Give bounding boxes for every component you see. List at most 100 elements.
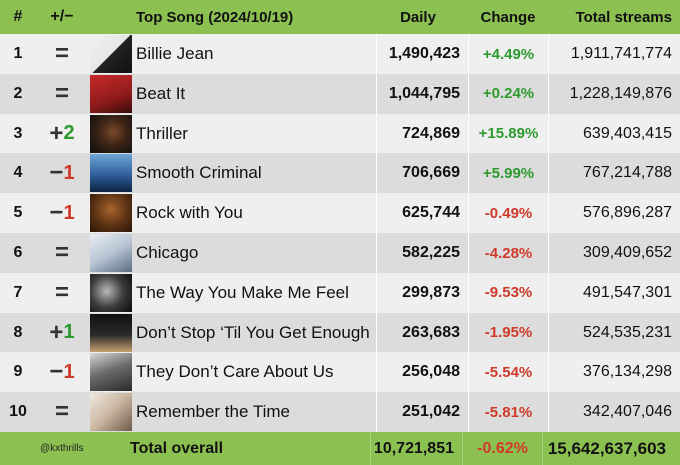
table-row[interactable]: 6 = Chicago 582,225 -4.28% 309,409,652 [0,233,680,273]
change-percent: -5.81% [468,392,548,433]
header-movement: +/− [50,8,74,25]
movement-cell: +2 [36,119,88,147]
table-row[interactable]: 9 −1 They Don’t Care About Us 256,048 -5.54%… [0,352,680,393]
table-row[interactable]: 8 +1 Don’t Stop ‘Til You Get Enough 263,683… [0,312,680,353]
billie-jean-cover [90,35,132,73]
movement-cell: −1 [36,201,88,225]
table-row[interactable]: 7 = The Way You Make Me Feel 299,873 -9.53% 4… [0,272,680,313]
table-row[interactable]: 1 = Billie Jean 1,490,423 +4.49% 1,911,741,77… [0,34,680,74]
equal-icon: = [54,40,69,67]
song-title: Billie Jean [136,44,214,63]
footer-change: -0.62% [462,432,542,465]
album-art-fill [90,234,132,272]
change-percent: +15.89% [468,113,548,154]
movement-amount: 1 [63,201,75,224]
total-streams: 342,407,046 [548,392,678,433]
daily-streams: 724,869 [376,113,468,154]
song-title: Smooth Criminal [136,163,262,183]
smooth-criminal-cover [90,154,132,193]
table-footer: @kxthrills Total overall 10,721,851 -0.6… [0,432,680,465]
movement-amount: 1 [63,161,75,184]
plus-icon: + [49,119,64,147]
album-art-fill [90,194,132,233]
song-title: Beat It [136,83,186,103]
rank-cell: 8 [13,323,23,341]
total-streams: 576,896,287 [548,193,678,234]
change-percent: -0.49% [468,193,548,234]
total-streams: 376,134,298 [548,352,678,393]
album-art-fill [90,74,132,113]
change-percent: +0.24% [468,73,548,114]
daily-streams: 1,490,423 [376,34,468,74]
table-row[interactable]: 5 −1 Rock with You 625,744 -0.49% 576,896,287 [0,193,680,234]
daily-streams: 706,669 [376,153,468,194]
movement-cell: = [36,280,88,305]
song-title: Rock with You [136,203,243,223]
total-streams: 1,228,149,876 [548,73,678,114]
footer-total: 15,642,637,603 [542,432,672,465]
table-row[interactable]: 4 −1 Smooth Criminal 706,669 +5.99% 767,214,7… [0,153,680,194]
equal-icon: = [54,398,69,426]
change-percent: -1.95% [468,312,548,353]
movement-amount: 1 [63,360,75,383]
song-title: Chicago [136,243,199,262]
movement-cell: = [36,241,88,265]
equal-icon: = [54,239,69,266]
movement-cell: −1 [36,161,88,185]
footer-daily: 10,721,851 [370,432,462,465]
plus-icon: + [49,318,64,346]
total-streams: 309,409,652 [548,233,678,273]
movement-cell: = [36,400,88,424]
table-row[interactable]: 2 = Beat It 1,044,795 +0.24% 1,228,149,876 [0,73,680,114]
rank-cell: 1 [13,45,23,62]
chicago-cover [90,234,132,272]
album-art-fill [90,313,132,352]
header-daily: Daily [400,8,436,26]
table-row[interactable]: 3 +2 Thriller 724,869 +15.89% 639,403,415 [0,113,680,154]
dont-stop-cover [90,313,132,352]
total-streams: 491,547,301 [548,272,678,313]
album-art-fill [90,393,132,432]
minus-icon: − [49,199,64,227]
rank-cell: 6 [13,244,23,261]
album-art-fill [90,353,132,392]
remember-the-time-cover [90,393,132,432]
change-percent: +5.99% [468,153,548,194]
change-percent: +4.49% [468,34,548,74]
movement-cell: = [36,79,88,107]
movement-cell: = [36,42,88,66]
they-dont-care-cover [90,353,132,392]
rank-cell: 7 [13,283,23,301]
song-title: They Don’t Care About Us [136,362,334,382]
equal-icon: = [54,79,69,107]
table-header: # +/− Top Song (2024/10/19) Daily Change… [0,0,680,34]
header-rank: # [13,8,23,25]
daily-streams: 299,873 [376,272,468,313]
album-art-fill [90,154,132,193]
footer-label: Total overall [130,439,224,457]
song-title: The Way You Make Me Feel [136,282,349,302]
song-title: Remember the Time [136,402,290,422]
album-art-fill [90,114,132,153]
table-row[interactable]: 10 = Remember the Time 251,042 -5.81% 342,407… [0,392,680,433]
song-title: Thriller [136,123,188,143]
minus-icon: − [49,159,64,187]
movement-cell: −1 [36,360,88,384]
rank-cell: 2 [13,84,23,102]
header-change: Change [480,8,536,26]
author-handle: @kxthrills [40,443,84,454]
total-streams: 1,911,741,774 [548,34,678,74]
thriller-cover [90,114,132,153]
beat-it-cover [90,74,132,113]
daily-streams: 256,048 [376,352,468,393]
header-total: Total streams [575,8,672,26]
rank-cell: 10 [9,403,27,421]
total-streams: 767,214,788 [548,153,678,194]
daily-streams: 251,042 [376,392,468,433]
movement-amount: 1 [63,321,75,344]
change-percent: -4.28% [468,233,548,273]
album-art-fill [90,35,132,73]
minus-icon: − [49,358,64,386]
movement-cell: +1 [36,318,88,346]
